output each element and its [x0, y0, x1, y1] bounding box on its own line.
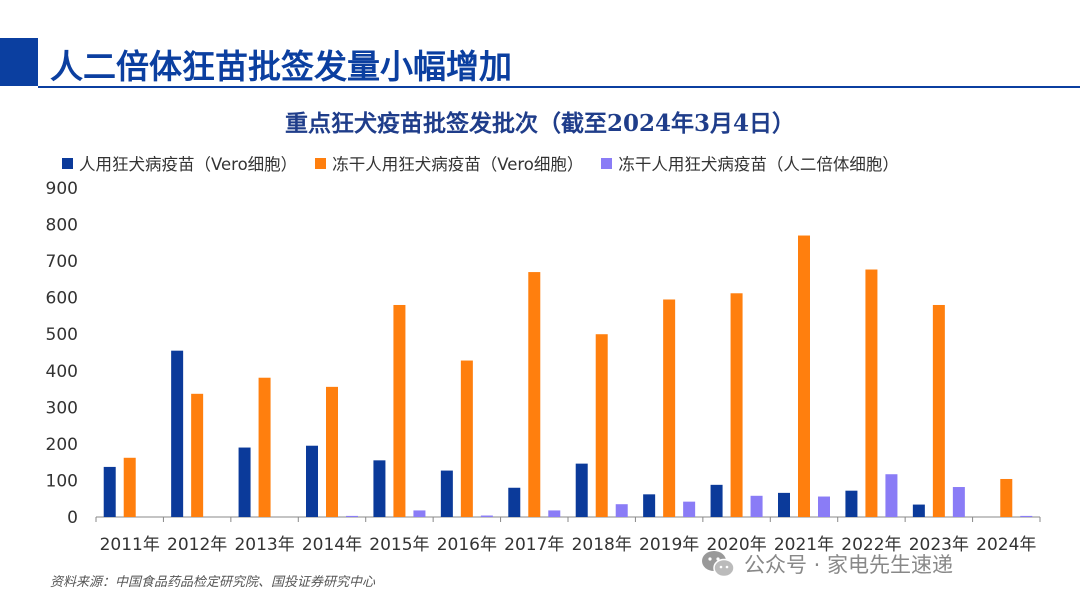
- legend-item-series-2: 冻干人用狂犬病疫苗（Vero细胞）: [315, 151, 583, 175]
- y-tick-label: 100: [46, 471, 78, 491]
- bar-series-1: [171, 350, 184, 517]
- bar-series-3: [750, 495, 763, 517]
- y-tick-label: 0: [67, 508, 78, 528]
- legend-swatch-series-1: [62, 157, 73, 169]
- bar-series-3: [683, 501, 696, 517]
- x-tick-label: 2014年: [302, 535, 362, 555]
- bar-series-1: [845, 490, 858, 517]
- wechat-icon: [702, 551, 735, 578]
- bar-series-2: [191, 393, 204, 517]
- legend-item-series-1: 人用狂犬病疫苗（Vero细胞）: [62, 151, 297, 175]
- y-tick-label: 800: [46, 216, 78, 236]
- bar-series-1: [306, 445, 318, 517]
- y-tick-label: 400: [46, 362, 78, 382]
- x-tick-label: 2022年: [841, 535, 901, 555]
- bar-series-1: [643, 494, 656, 517]
- legend-label-series-1: 人用狂犬病疫苗（Vero细胞）: [79, 155, 298, 174]
- bar-series-3: [413, 510, 426, 517]
- source-note: 资料来源：中国食品药品检定研究院、国投证券研究中心: [50, 575, 376, 590]
- y-tick-label: 700: [46, 252, 78, 272]
- x-tick-label: 2011年: [100, 535, 160, 555]
- bar-series-3: [548, 510, 561, 517]
- bar-series-2: [460, 360, 473, 517]
- y-tick-label: 600: [46, 289, 78, 309]
- title-rule: [38, 86, 1080, 88]
- x-tick-label: 2018年: [572, 535, 632, 555]
- legend-swatch-series-3: [601, 157, 613, 169]
- x-tick-label: 2012年: [167, 535, 227, 555]
- x-tick-label: 2021年: [774, 535, 834, 555]
- title-accent-bar: [0, 38, 38, 86]
- legend-item-series-3: 冻干人用狂犬病疫苗（人二倍体细胞）: [601, 151, 899, 175]
- legend-label-series-3: 冻干人用狂犬病疫苗（人二倍体细胞）: [618, 155, 899, 174]
- bar-series-1: [575, 463, 588, 517]
- bar-series-3: [480, 515, 493, 517]
- x-tick-label: 2023年: [909, 535, 969, 555]
- bar-series-2: [730, 293, 743, 517]
- bar-series-3: [346, 515, 358, 517]
- bar-series-2: [932, 304, 945, 517]
- watermark-text: 公众号 · 家电先生速递: [744, 553, 954, 577]
- chart-legend: 人用狂犬病疫苗（Vero细胞） 冻干人用狂犬病疫苗（Vero细胞） 冻干人用狂犬…: [62, 151, 917, 175]
- bar-series-1: [508, 487, 521, 517]
- bar-series-1: [710, 484, 723, 517]
- legend-swatch-series-2: [315, 157, 327, 169]
- bar-series-3: [615, 504, 628, 517]
- x-tick-label: 2016年: [437, 535, 497, 555]
- bar-series-3: [885, 474, 898, 517]
- x-tick-label: 2017年: [504, 535, 564, 555]
- y-tick-label: 300: [46, 398, 78, 418]
- x-tick-label: 2020年: [706, 535, 766, 555]
- bar-series-3: [952, 487, 965, 517]
- x-tick-label: 2015年: [369, 535, 429, 555]
- bar-series-2: [595, 334, 608, 517]
- bar-series-2: [123, 457, 136, 517]
- bar-series-2: [528, 272, 541, 517]
- legend-label-series-2: 冻干人用狂犬病疫苗（Vero细胞）: [332, 155, 584, 174]
- x-tick-label: 2013年: [234, 535, 294, 555]
- y-tick-label: 500: [46, 325, 78, 345]
- bar-series-1: [440, 470, 453, 517]
- x-tick-label: 2019年: [639, 535, 699, 555]
- bar-series-2: [798, 235, 810, 517]
- bar-series-1: [238, 447, 251, 517]
- bar-series-1: [373, 460, 386, 517]
- y-tick-label: 900: [46, 179, 78, 199]
- watermark: 公众号 · 家电先生速递: [700, 549, 953, 579]
- bar-series-2: [258, 377, 271, 517]
- bar-series-2: [663, 299, 676, 517]
- bar-series-3: [818, 496, 830, 517]
- bar-series-3: [1020, 515, 1033, 517]
- bar-series-1: [103, 466, 116, 517]
- bar-series-1: [912, 504, 925, 517]
- x-tick-label: 2024年: [976, 535, 1036, 555]
- bar-series-2: [1000, 478, 1013, 517]
- bar-series-2: [393, 304, 406, 517]
- chart-title: 重点狂犬疫苗批签发批次（截至2024年3月4日）: [284, 110, 796, 137]
- bar-series-1: [778, 492, 790, 517]
- bar-series-2: [865, 269, 878, 517]
- bar-series-2: [326, 386, 338, 517]
- page-title: 人二倍体狂苗批签发量小幅增加: [50, 47, 512, 86]
- y-tick-label: 200: [46, 435, 78, 455]
